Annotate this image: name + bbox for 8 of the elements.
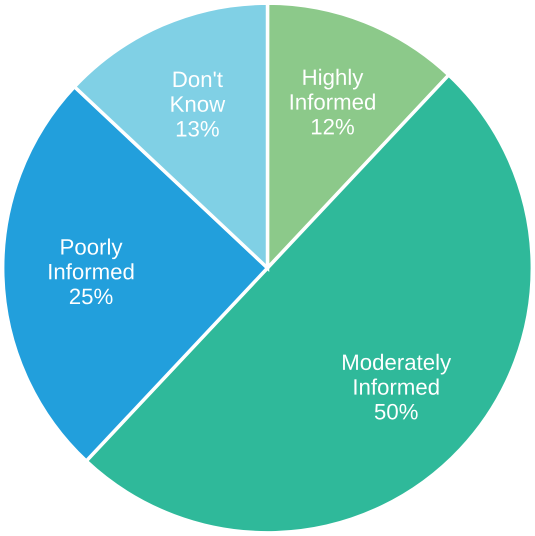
- slice-label: Moderately Informed: [343, 354, 452, 395]
- data-label: 50%: [374, 404, 418, 420]
- slice-label: Don't Know: [171, 72, 226, 112]
- data-label: 12%: [312, 118, 354, 134]
- slice-label: Poorly Informed: [49, 238, 134, 280]
- slice-label: Highly Informed: [290, 68, 375, 110]
- data-label: 13%: [176, 120, 219, 137]
- data-label: 25%: [70, 288, 112, 304]
